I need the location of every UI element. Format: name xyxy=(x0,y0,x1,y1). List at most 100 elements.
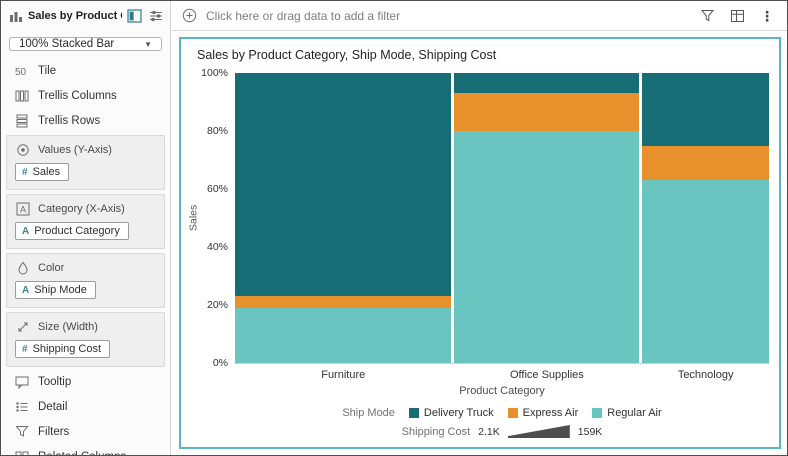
drop-zone-size-width[interactable]: Size (Width) # Shipping Cost xyxy=(6,312,165,367)
y-axis-label: 80% xyxy=(206,125,228,137)
filter-bar-prompt[interactable]: Click here or drag data to add a filter xyxy=(206,8,401,23)
color-legend: Ship Mode Delivery Truck Express Air Regul… xyxy=(235,404,769,422)
drop-zone-label: Related Columns xyxy=(38,451,126,456)
main-area: Click here or drag data to add a filter … xyxy=(171,1,787,455)
x-axis-label: Technology xyxy=(677,369,734,381)
values-axis-icon xyxy=(15,142,30,157)
drop-zone-tooltip[interactable]: Tooltip xyxy=(1,369,170,394)
bar-furniture[interactable] xyxy=(235,73,452,363)
viz-type-dropdown[interactable]: 100% Stacked Bar ▼ xyxy=(9,37,162,51)
visualization-tile[interactable]: Sales by Product Category, Ship Mode, Sh… xyxy=(179,37,781,449)
color-legend-title: Ship Mode xyxy=(342,407,395,419)
field-chip-product-category[interactable]: A Product Category xyxy=(15,222,129,240)
grammar-panel: Sales by Product Ca... 100% Stacked Bar … xyxy=(1,1,171,455)
trellis-rows-icon xyxy=(14,113,29,128)
drop-zone-label: Trellis Columns xyxy=(38,89,117,102)
color-legend-items: Delivery Truck Express Air Regular Air xyxy=(408,407,662,419)
drop-zone-label: Trellis Rows xyxy=(38,114,101,127)
grammar-panel-icon[interactable] xyxy=(127,9,142,23)
visualization-title: Sales by Product Ca... xyxy=(28,10,122,22)
drop-zone-label: Tooltip xyxy=(38,375,72,388)
bar-technology[interactable] xyxy=(642,73,769,363)
field-chip-label: Shipping Cost xyxy=(32,343,102,355)
legend-item-express-air[interactable]: Express Air xyxy=(507,407,579,419)
kebab-menu-icon[interactable]: ⋮ xyxy=(760,7,774,24)
funnel-icon xyxy=(14,424,29,439)
field-chip-label: Ship Mode xyxy=(34,284,87,296)
drop-zone-label: Tile xyxy=(38,64,57,77)
segment-office-supplies-express-air[interactable] xyxy=(454,93,640,131)
y-axis-label: 40% xyxy=(206,241,228,253)
layout-grid-icon[interactable] xyxy=(730,9,745,23)
drop-zone-values-y-axis[interactable]: Values (Y-Axis) # Sales xyxy=(6,135,165,190)
size-legend: Shipping Cost 2.1K 159K xyxy=(235,422,769,441)
field-chip-label: Product Category xyxy=(34,225,120,237)
drop-zone-related-columns[interactable]: Related Columns xyxy=(1,444,170,455)
legend-swatch xyxy=(507,408,518,418)
chart-body: Sales 0% 20% 40% 60% 80% 100% Furniture Office… xyxy=(187,67,769,441)
drop-zone-label: Size (Width) xyxy=(38,320,98,333)
size-ramp-icon xyxy=(507,425,570,438)
attribute-type-icon: A xyxy=(22,225,30,237)
drop-zone-filters[interactable]: Filters xyxy=(1,419,170,444)
size-min-label: 2.1K xyxy=(478,425,500,438)
field-chip-sales[interactable]: # Sales xyxy=(15,163,70,181)
y-axis-label: 20% xyxy=(206,299,228,311)
segment-technology-regular-air[interactable] xyxy=(642,180,769,363)
drop-zone-trellis-columns[interactable]: Trellis Columns xyxy=(1,83,170,108)
legend-item-delivery-truck[interactable]: Delivery Truck xyxy=(408,407,494,419)
filter-bar: Click here or drag data to add a filter … xyxy=(171,1,787,31)
size-max-label: 159K xyxy=(577,425,603,438)
size-legend-title: Shipping Cost xyxy=(401,425,471,438)
add-filter-icon[interactable] xyxy=(182,8,197,23)
segment-office-supplies-regular-air[interactable] xyxy=(454,130,640,363)
x-axis-label: Office Supplies xyxy=(509,369,584,381)
category-axis-icon: A xyxy=(15,201,30,216)
segment-furniture-delivery-truck[interactable] xyxy=(235,73,452,297)
field-chip-label: Sales xyxy=(32,166,61,178)
canvas-area: Sales by Product Category, Ship Mode, Sh… xyxy=(171,31,787,455)
legend-label: Express Air xyxy=(522,407,579,419)
x-axis-label: Furniture xyxy=(321,369,366,381)
segment-furniture-regular-air[interactable] xyxy=(235,307,452,363)
y-axis-title: Sales xyxy=(187,204,200,232)
bar-office-supplies[interactable] xyxy=(454,73,640,363)
legend-item-regular-air[interactable]: Regular Air xyxy=(592,407,662,419)
segment-technology-delivery-truck[interactable] xyxy=(642,73,769,146)
chart-title: Sales by Product Category, Ship Mode, Sh… xyxy=(197,48,497,62)
drop-zone-category-x-axis[interactable]: A Category (X-Axis) A Product Category xyxy=(6,194,165,249)
visualization-type-icon xyxy=(8,9,23,24)
svg-text:A: A xyxy=(20,204,26,214)
chevron-down-icon: ▼ xyxy=(144,39,152,49)
drop-zone-tile[interactable]: 50 Tile xyxy=(1,58,170,83)
segment-office-supplies-delivery-truck[interactable] xyxy=(454,73,640,94)
segment-furniture-express-air[interactable] xyxy=(235,296,452,308)
y-axis-label: 0% xyxy=(212,357,228,369)
properties-sliders-icon[interactable] xyxy=(149,9,163,23)
plot-area: Sales 0% 20% 40% 60% 80% 100% xyxy=(188,67,769,369)
field-chip-ship-mode[interactable]: A Ship Mode xyxy=(15,281,96,299)
drop-zone-label: Detail xyxy=(38,400,68,413)
y-axis-label: 60% xyxy=(206,183,228,195)
drop-zone-detail[interactable]: Detail xyxy=(1,394,170,419)
measure-type-icon: # xyxy=(22,166,28,178)
measure-type-icon: # xyxy=(22,343,28,355)
bars-row xyxy=(235,73,769,363)
drop-zone-trellis-rows[interactable]: Trellis Rows xyxy=(1,108,170,133)
related-columns-icon xyxy=(14,449,29,455)
drop-zone-label: Filters xyxy=(38,425,70,438)
legend-label: Delivery Truck xyxy=(423,407,494,419)
filter-funnel-icon[interactable] xyxy=(700,9,715,23)
trellis-columns-icon xyxy=(14,88,29,103)
tile-icon: 50 xyxy=(14,63,29,78)
legend-swatch xyxy=(592,408,603,418)
drop-zone-label: Category (X-Axis) xyxy=(38,202,125,215)
sidebar-header: Sales by Product Ca... xyxy=(1,1,170,31)
field-chip-shipping-cost[interactable]: # Shipping Cost xyxy=(15,340,111,358)
drop-zone-color[interactable]: Color A Ship Mode xyxy=(6,253,165,308)
color-droplet-icon xyxy=(15,260,30,275)
viz-type-dropdown-value: 100% Stacked Bar xyxy=(19,38,115,50)
segment-technology-express-air[interactable] xyxy=(642,145,769,181)
tooltip-icon xyxy=(14,374,29,389)
